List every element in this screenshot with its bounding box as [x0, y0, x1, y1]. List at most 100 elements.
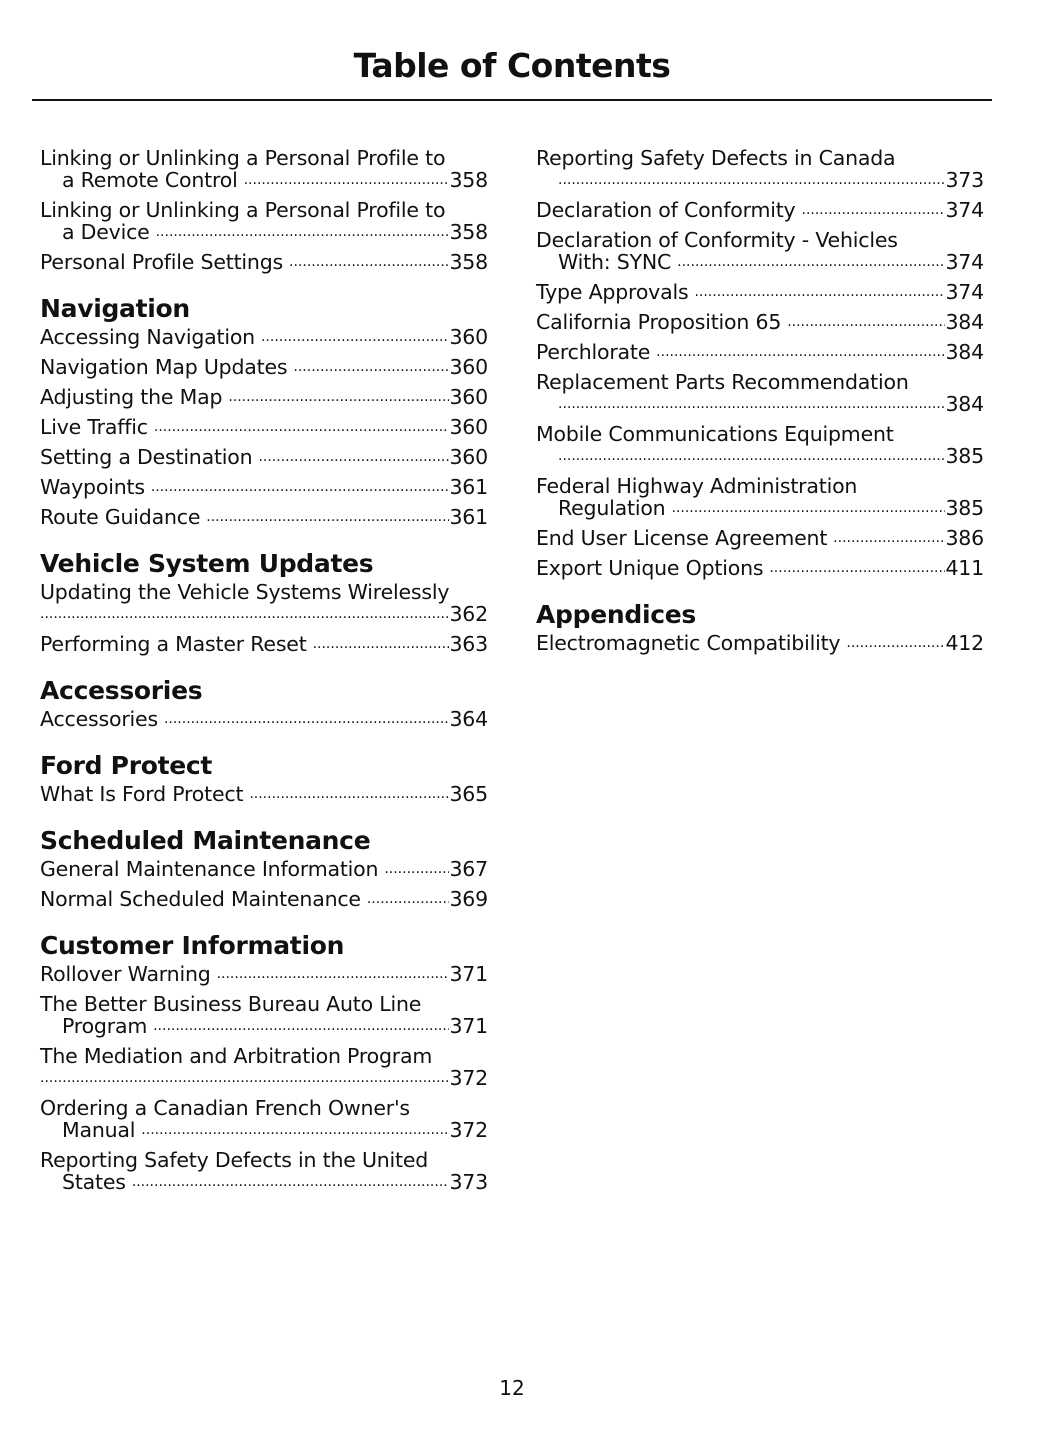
toc-entry-page[interactable]: 364: [449, 707, 488, 731]
toc-entry[interactable]: Accessories 364: [40, 708, 488, 730]
toc-entry-line: Performing a Master Reset 363: [40, 633, 488, 655]
toc-entry[interactable]: Personal Profile Settings 358: [40, 251, 488, 273]
toc-entry[interactable]: Rollover Warning 371: [40, 963, 488, 985]
toc-entry[interactable]: Normal Scheduled Maintenance 369: [40, 888, 488, 910]
toc-entry[interactable]: Ordering a Canadian French Owner's Manual…: [40, 1097, 488, 1141]
toc-column-right: Reporting Safety Defects in Canada 373 Dec…: [536, 147, 984, 662]
toc-entry[interactable]: Replacement Parts Recommendation 384: [536, 371, 984, 415]
toc-column-left: Linking or Unlinking a Personal Profile …: [40, 147, 488, 1201]
toc-entry[interactable]: Federal Highway Administration Regulation…: [536, 475, 984, 519]
toc-entry-page[interactable]: 384: [945, 340, 984, 364]
toc-entry-page[interactable]: 372: [449, 1118, 488, 1142]
dot-leader: [156, 221, 450, 243]
toc-entry-title: Rollover Warning: [40, 962, 211, 986]
toc-entry-page[interactable]: 411: [945, 556, 984, 580]
toc-entry-page[interactable]: 385: [945, 444, 984, 468]
toc-entry[interactable]: Type Approvals 374: [536, 281, 984, 303]
toc-entry-page[interactable]: 360: [449, 415, 488, 439]
toc-entry[interactable]: Mobile Communications Equipment 385: [536, 423, 984, 467]
toc-entry[interactable]: Waypoints 361: [40, 476, 488, 498]
dot-leader: [677, 251, 945, 273]
dot-leader: [558, 169, 945, 191]
toc-entry[interactable]: Route Guidance 361: [40, 506, 488, 528]
toc-entry[interactable]: Declaration of Conformity - Vehicles With…: [536, 229, 984, 273]
toc-entry-page-line: Regulation 385: [536, 497, 984, 519]
dot-leader: [367, 888, 450, 910]
dot-leader: [132, 1171, 450, 1193]
toc-entry[interactable]: Linking or Unlinking a Personal Profile …: [40, 199, 488, 243]
toc-entry-title: Waypoints: [40, 475, 145, 499]
toc-entry-title: Replacement Parts Recommendation: [536, 370, 909, 394]
toc-entry[interactable]: Perchlorate 384: [536, 341, 984, 363]
toc-entry[interactable]: General Maintenance Information 367: [40, 858, 488, 880]
toc-entry-page[interactable]: 373: [945, 168, 984, 192]
toc-entry[interactable]: End User License Agreement 386: [536, 527, 984, 549]
toc-entry-page[interactable]: 371: [449, 962, 488, 986]
toc-entry-title: Live Traffic: [40, 415, 148, 439]
toc-entry-title: Accessories: [40, 707, 158, 731]
toc-entry-page[interactable]: 363: [449, 632, 488, 656]
toc-entry[interactable]: California Proposition 65 384: [536, 311, 984, 333]
toc-entry-title: Setting a Destination: [40, 445, 253, 469]
toc-entry-page[interactable]: 360: [449, 325, 488, 349]
toc-entry-page[interactable]: 361: [449, 505, 488, 529]
toc-entry-page[interactable]: 365: [449, 782, 488, 806]
dot-leader: [40, 1067, 449, 1089]
toc-entry-page[interactable]: 374: [945, 280, 984, 304]
toc-entry-page[interactable]: 361: [449, 475, 488, 499]
toc-entry-title-line: Federal Highway Administration: [536, 475, 984, 497]
toc-entry-page[interactable]: 386: [945, 526, 984, 550]
toc-entry-line: Setting a Destination 360: [40, 446, 488, 468]
toc-entry-page[interactable]: 369: [449, 887, 488, 911]
toc-entry-page[interactable]: 360: [449, 355, 488, 379]
toc-entry[interactable]: Export Unique Options 411: [536, 557, 984, 579]
toc-entry-title: What Is Ford Protect: [40, 782, 244, 806]
dot-leader: [769, 557, 945, 579]
toc-entry[interactable]: Linking or Unlinking a Personal Profile …: [40, 147, 488, 191]
dot-leader: [833, 527, 945, 549]
toc-entry[interactable]: Accessing Navigation 360: [40, 326, 488, 348]
dot-leader: [164, 708, 450, 730]
toc-entry-page[interactable]: 358: [449, 220, 488, 244]
toc-entry-page[interactable]: 358: [449, 250, 488, 274]
toc-entry[interactable]: The Better Business Bureau Auto Line Prog…: [40, 993, 488, 1037]
toc-entry[interactable]: Performing a Master Reset 363: [40, 633, 488, 655]
toc-entry[interactable]: Declaration of Conformity 374: [536, 199, 984, 221]
toc-entry-page[interactable]: 367: [449, 857, 488, 881]
toc-entry-title-line: Reporting Safety Defects in Canada: [536, 147, 984, 169]
toc-entry-page[interactable]: 384: [945, 310, 984, 334]
toc-entry-page[interactable]: 362: [449, 602, 488, 626]
toc-entry-title: Declaration of Conformity: [536, 198, 796, 222]
toc-entry-title-line: The Mediation and Arbitration Program: [40, 1045, 488, 1067]
toc-entry-line: General Maintenance Information 367: [40, 858, 488, 880]
toc-entry[interactable]: What Is Ford Protect 365: [40, 783, 488, 805]
toc-entry[interactable]: Reporting Safety Defects in the United St…: [40, 1149, 488, 1193]
toc-entry[interactable]: Live Traffic 360: [40, 416, 488, 438]
toc-entry-title: Adjusting the Map: [40, 385, 223, 409]
toc-entry[interactable]: Reporting Safety Defects in Canada 373: [536, 147, 984, 191]
toc-entry-page[interactable]: 371: [449, 1014, 488, 1038]
toc-entry-page[interactable]: 372: [449, 1066, 488, 1090]
toc-entry-page[interactable]: 358: [449, 168, 488, 192]
toc-entry-page[interactable]: 385: [945, 496, 984, 520]
toc-entry[interactable]: Updating the Vehicle Systems Wirelessly3…: [40, 581, 488, 625]
toc-entry-page[interactable]: 374: [945, 250, 984, 274]
toc-entry-page[interactable]: 384: [945, 392, 984, 416]
toc-entry-page[interactable]: 360: [449, 385, 488, 409]
toc-entry-page[interactable]: 373: [449, 1170, 488, 1194]
toc-entry-line: End User License Agreement 386: [536, 527, 984, 549]
toc-entry[interactable]: Adjusting the Map 360: [40, 386, 488, 408]
toc-entry[interactable]: Setting a Destination 360: [40, 446, 488, 468]
toc-entry[interactable]: Navigation Map Updates 360: [40, 356, 488, 378]
toc-entry-title: Linking or Unlinking a Personal Profile …: [40, 146, 446, 170]
dot-leader: [558, 445, 945, 467]
toc-entry-title-continued: States: [62, 1170, 126, 1194]
toc-entry-page[interactable]: 412: [945, 631, 984, 655]
toc-entry-title: The Better Business Bureau Auto Line: [40, 992, 422, 1016]
toc-entry-page[interactable]: 360: [449, 445, 488, 469]
toc-entry[interactable]: Electromagnetic Compatibility 412: [536, 632, 984, 654]
toc-entry[interactable]: The Mediation and Arbitration Program 372: [40, 1045, 488, 1089]
toc-entry-title: Electromagnetic Compatibility: [536, 631, 841, 655]
toc-entry-page[interactable]: 374: [945, 198, 984, 222]
toc-entry-title-line: Ordering a Canadian French Owner's: [40, 1097, 488, 1119]
